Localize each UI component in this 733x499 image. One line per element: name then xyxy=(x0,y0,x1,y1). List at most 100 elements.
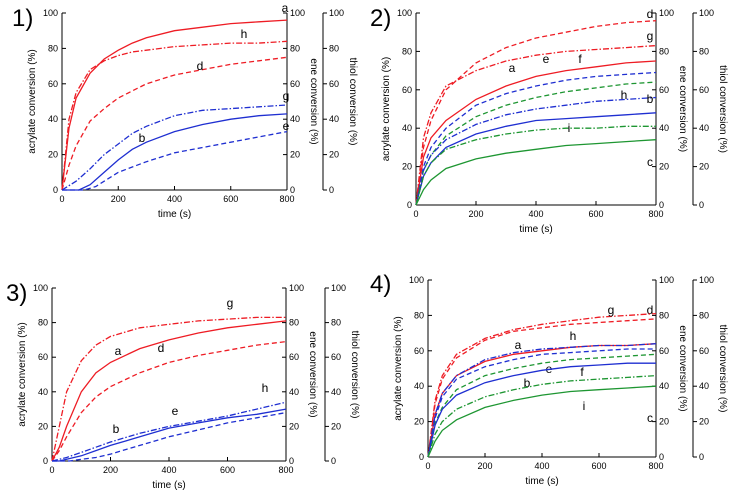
ene-axis-title: ene conversion (%) xyxy=(307,331,318,417)
thiol-tick-label: 40 xyxy=(699,123,709,133)
x-tick-label: 600 xyxy=(588,209,603,219)
x-tick-label: 400 xyxy=(528,209,543,219)
series-b-line xyxy=(62,113,288,191)
x-tick-label: 200 xyxy=(468,209,483,219)
y-tick-label: 60 xyxy=(48,79,58,89)
y-tick-label: 80 xyxy=(48,43,58,53)
thiol-tick-label: 60 xyxy=(329,79,339,89)
y-tick-label: 100 xyxy=(33,283,48,293)
series-a-label: a xyxy=(282,1,289,15)
x-tick-label: 800 xyxy=(648,461,663,471)
ene-axis-title: ene conversion (%) xyxy=(677,325,688,411)
ene-tick-label: 80 xyxy=(659,46,669,56)
series-d-line xyxy=(51,340,287,462)
series-g-line xyxy=(427,312,657,458)
thiol-tick-label: 60 xyxy=(699,346,709,356)
ene-tick-label: 60 xyxy=(659,85,669,95)
series-i-line xyxy=(427,374,657,458)
series-b-label: b xyxy=(647,92,654,106)
series-h-label: h xyxy=(570,329,577,343)
series-d-label: d xyxy=(158,341,165,355)
series-f-label: f xyxy=(580,365,584,379)
x-axis-title: time (s) xyxy=(525,476,558,487)
y-axis-title: acrylate conversion (%) xyxy=(393,316,404,420)
series-e-label: e xyxy=(543,52,550,66)
thiol-tick-label: 0 xyxy=(699,452,704,462)
y-tick-label: 100 xyxy=(397,8,412,18)
series-a-label: a xyxy=(515,338,522,352)
ene-tick-label: 40 xyxy=(290,114,300,124)
thiol-axis-title: thiol conversion (%) xyxy=(717,65,728,153)
thiol-tick-label: 100 xyxy=(699,275,714,285)
y-tick-label: 80 xyxy=(402,46,412,56)
series-h-label: h xyxy=(241,27,248,41)
series-d-label: d xyxy=(647,303,654,317)
y-tick-label: 20 xyxy=(38,421,48,431)
ene-tick-label: 100 xyxy=(659,275,674,285)
series-e-line xyxy=(52,411,287,462)
series-h-line xyxy=(427,343,657,458)
x-tick-label: 600 xyxy=(223,194,238,204)
y-tick-label: 0 xyxy=(407,200,412,210)
series-b-line xyxy=(427,362,656,458)
thiol-tick-label: 100 xyxy=(699,8,714,18)
series-e-line xyxy=(427,348,656,458)
panel-label: 2) xyxy=(370,5,391,32)
series-c-label: c xyxy=(647,155,653,169)
thiol-tick-label: 100 xyxy=(331,283,346,293)
y-tick-label: 0 xyxy=(43,456,48,466)
ene-tick-label: 100 xyxy=(289,283,304,293)
series-a-label: a xyxy=(509,61,516,75)
series-e-label: e xyxy=(283,119,290,133)
y-tick-label: 20 xyxy=(414,417,424,427)
x-axis-title: time (s) xyxy=(152,480,185,491)
series-b-label: b xyxy=(113,422,120,436)
panel-label: 1) xyxy=(12,5,33,32)
series-e-line xyxy=(415,71,657,206)
series-b-label: b xyxy=(524,376,531,390)
thiol-tick-label: 60 xyxy=(699,85,709,95)
series-h-line xyxy=(415,96,657,206)
series-h-label: h xyxy=(621,88,628,102)
y-tick-label: 0 xyxy=(53,185,58,195)
y-tick-label: 20 xyxy=(402,162,412,172)
ene-tick-label: 0 xyxy=(659,200,664,210)
thiol-tick-label: 0 xyxy=(331,456,336,466)
y-tick-label: 80 xyxy=(414,310,424,320)
series-i-label: i xyxy=(583,399,586,413)
thiol-tick-label: 80 xyxy=(331,318,341,328)
series-e-line xyxy=(62,130,288,191)
y-tick-label: 0 xyxy=(419,452,424,462)
y-tick-label: 20 xyxy=(48,150,58,160)
series-i-line xyxy=(415,125,656,206)
thiol-tick-label: 20 xyxy=(699,417,709,427)
panel-label: 4) xyxy=(370,271,391,298)
ene-tick-label: 80 xyxy=(290,43,300,53)
x-tick-label: 600 xyxy=(220,465,235,475)
ene-tick-label: 20 xyxy=(659,417,669,427)
y-tick-label: 60 xyxy=(414,346,424,356)
series-b-line xyxy=(52,408,287,462)
ene-tick-label: 60 xyxy=(659,346,669,356)
series-b-label: b xyxy=(139,131,146,145)
ene-tick-label: 100 xyxy=(290,8,305,18)
series-f-label: f xyxy=(578,52,582,66)
x-tick-label: 0 xyxy=(425,461,430,471)
y-tick-label: 40 xyxy=(38,387,48,397)
series-g-line xyxy=(51,316,286,462)
thiol-axis-title: thiol conversion (%) xyxy=(349,331,360,419)
series-f-line xyxy=(415,81,657,206)
series-g-label: g xyxy=(283,89,290,103)
series-g-label: g xyxy=(647,29,654,43)
x-tick-label: 600 xyxy=(591,461,606,471)
ene-tick-label: 40 xyxy=(659,381,669,391)
thiol-tick-label: 60 xyxy=(331,352,341,362)
y-tick-label: 40 xyxy=(402,123,412,133)
series-d-label: d xyxy=(197,59,204,73)
thiol-axis-title: thiol conversion (%) xyxy=(717,325,728,413)
ene-tick-label: 0 xyxy=(659,452,664,462)
ene-tick-label: 100 xyxy=(659,8,674,18)
